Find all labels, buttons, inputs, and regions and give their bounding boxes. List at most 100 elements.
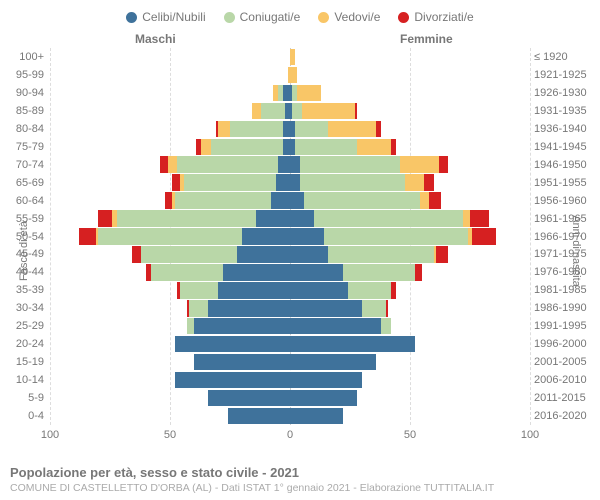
pyramid-row — [50, 300, 530, 316]
footer: Popolazione per età, sesso e stato civil… — [10, 465, 590, 494]
segment — [230, 121, 283, 137]
legend: Celibi/NubiliConiugati/eVedovi/eDivorzia… — [0, 0, 600, 30]
birth-label: 1936-1940 — [534, 123, 594, 135]
legend-label: Celibi/Nubili — [142, 10, 205, 24]
female-bar — [290, 210, 489, 226]
legend-item: Celibi/Nubili — [126, 10, 205, 24]
segment — [355, 103, 357, 119]
segment — [297, 85, 321, 101]
age-label: 80-84 — [6, 123, 44, 135]
segment — [256, 210, 290, 226]
birth-label: 1941-1945 — [534, 141, 594, 153]
age-label: 30-34 — [6, 302, 44, 314]
birth-label: 1966-1970 — [534, 231, 594, 243]
segment — [302, 103, 355, 119]
birth-label: 2011-2015 — [534, 392, 594, 404]
segment — [132, 246, 142, 262]
legend-swatch — [126, 12, 137, 23]
segment — [463, 210, 470, 226]
age-label: 15-19 — [6, 356, 44, 368]
segment — [290, 228, 324, 244]
segment — [292, 103, 302, 119]
birth-label: 1996-2000 — [534, 338, 594, 350]
x-tick: 50 — [404, 429, 416, 441]
segment — [405, 174, 424, 190]
segment — [290, 264, 343, 280]
segment — [343, 264, 415, 280]
pyramid-row — [50, 67, 530, 83]
birth-label: 2016-2020 — [534, 410, 594, 422]
male-bar — [194, 354, 290, 370]
segment — [290, 336, 415, 352]
segment — [295, 121, 329, 137]
female-bar — [290, 264, 422, 280]
segment — [290, 372, 362, 388]
birth-label: 1961-1965 — [534, 213, 594, 225]
segment — [324, 228, 468, 244]
segment — [194, 354, 290, 370]
segment — [237, 246, 290, 262]
pyramid-row — [50, 408, 530, 424]
x-tick: 100 — [521, 429, 539, 441]
birth-label: 1946-1950 — [534, 159, 594, 171]
segment — [290, 174, 300, 190]
pyramid-row — [50, 372, 530, 388]
female-bar — [290, 300, 388, 316]
segment — [223, 264, 290, 280]
pyramid-row — [50, 121, 530, 137]
legend-item: Vedovi/e — [318, 10, 380, 24]
pyramid-row — [50, 246, 530, 262]
legend-swatch — [318, 12, 329, 23]
birth-label: 1991-1995 — [534, 320, 594, 332]
segment — [290, 246, 328, 262]
female-bar — [290, 192, 441, 208]
segment — [208, 390, 290, 406]
segment — [175, 336, 290, 352]
segment — [252, 103, 262, 119]
segment — [314, 210, 463, 226]
segment — [98, 210, 112, 226]
segment — [211, 139, 283, 155]
segment — [429, 192, 441, 208]
birth-label: 2001-2005 — [534, 356, 594, 368]
age-label: 60-64 — [6, 195, 44, 207]
pyramid-row — [50, 228, 530, 244]
segment — [470, 210, 489, 226]
segment — [290, 318, 381, 334]
segment — [300, 174, 406, 190]
male-bar — [187, 300, 290, 316]
pyramid-row — [50, 156, 530, 172]
grid-line — [530, 48, 531, 425]
male-bar — [228, 408, 290, 424]
segment — [290, 156, 300, 172]
age-label: 0-4 — [6, 410, 44, 422]
segment — [391, 282, 396, 298]
x-tick: 50 — [164, 429, 176, 441]
male-bar — [177, 282, 290, 298]
segment — [290, 354, 376, 370]
birth-label: 1981-1985 — [534, 284, 594, 296]
segment — [151, 264, 223, 280]
segment — [472, 228, 496, 244]
age-label: 25-29 — [6, 320, 44, 332]
segment — [391, 139, 396, 155]
segment — [415, 264, 422, 280]
segment — [283, 85, 290, 101]
age-label: 45-49 — [6, 248, 44, 260]
pyramid-row — [50, 336, 530, 352]
segment — [304, 192, 419, 208]
female-bar — [290, 408, 343, 424]
male-bar — [172, 174, 290, 190]
age-label: 65-69 — [6, 177, 44, 189]
segment — [436, 246, 448, 262]
segment — [283, 121, 290, 137]
segment — [328, 246, 434, 262]
segment — [184, 174, 275, 190]
segment — [283, 139, 290, 155]
segment — [295, 139, 357, 155]
male-bar — [160, 156, 290, 172]
segment — [117, 210, 256, 226]
age-label: 35-39 — [6, 284, 44, 296]
age-label: 5-9 — [6, 392, 44, 404]
segment — [189, 300, 208, 316]
